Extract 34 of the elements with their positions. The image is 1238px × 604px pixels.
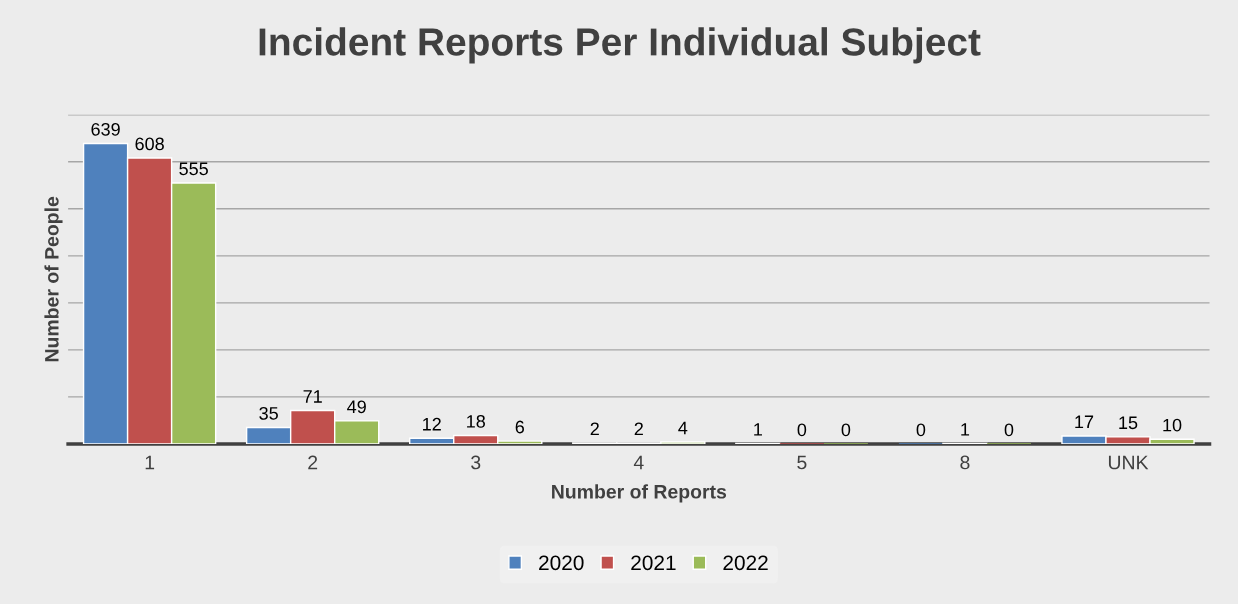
x-tick-label: 5 — [797, 455, 807, 470]
data-label: 639 — [91, 122, 120, 136]
data-label: 0 — [797, 423, 807, 437]
data-label: 6 — [515, 420, 524, 434]
legend-label: 2022 — [723, 555, 768, 571]
data-label: 12 — [423, 417, 441, 431]
data-label: 1 — [961, 423, 970, 436]
x-tick-label: UNK — [1108, 455, 1149, 470]
chart-title: Incident Reports Per Individual Subject — [259, 27, 981, 64]
x-tick-label: 1 — [145, 455, 155, 470]
x-tick-label: 8 — [960, 455, 970, 470]
data-label: 71 — [303, 390, 322, 403]
data-label: 17 — [1075, 415, 1094, 429]
data-label: 1 — [754, 423, 762, 436]
x-axis-title: Number of Reports — [552, 484, 727, 503]
data-label: 0 — [841, 423, 851, 437]
legend-label: 2020 — [539, 555, 584, 571]
data-label: 555 — [179, 162, 208, 176]
x-tick-label: 4 — [633, 455, 644, 470]
legend-label: 2021 — [631, 555, 676, 571]
data-label: 15 — [1119, 416, 1138, 430]
data-label: 608 — [135, 137, 164, 151]
data-label: 2 — [590, 422, 599, 436]
y-axis-title: Number of People — [44, 196, 63, 362]
data-label: 2 — [634, 422, 643, 436]
data-label: 0 — [1004, 423, 1014, 437]
data-label: 10 — [1163, 418, 1182, 432]
data-label: 18 — [467, 414, 485, 428]
data-label: 0 — [916, 423, 926, 437]
data-label: 35 — [259, 406, 278, 420]
x-tick-label: 3 — [471, 455, 481, 470]
x-tick-label: 2 — [308, 455, 318, 470]
data-label: 4 — [678, 421, 688, 435]
data-label: 49 — [347, 400, 366, 414]
